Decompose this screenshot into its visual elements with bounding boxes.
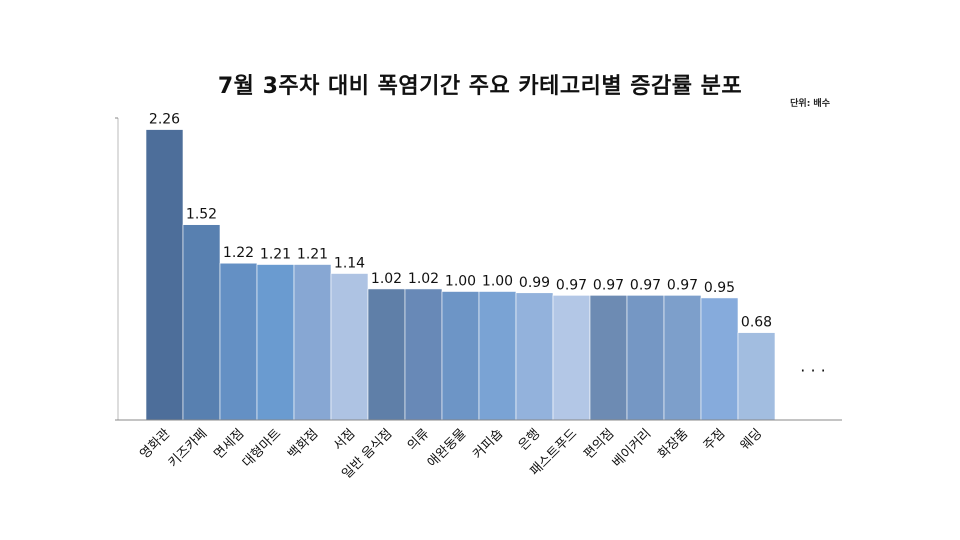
category-label-9: 커피숍 <box>470 426 506 462</box>
chart-title: 7월 3주차 대비 폭염기간 주요 카테고리별 증감률 분포 <box>217 74 743 99</box>
bar-5 <box>330 273 369 421</box>
bar-14 <box>663 295 702 421</box>
value-label-4: 1.21 <box>297 247 328 263</box>
category-label-5: 서점 <box>331 426 359 454</box>
value-label-15: 0.95 <box>704 280 735 296</box>
bar-7 <box>404 288 443 421</box>
value-label-7: 1.02 <box>408 271 439 287</box>
category-label-15: 주점 <box>701 426 729 454</box>
category-label-13: 베이커리 <box>610 426 654 470</box>
category-label-16: 웨딩 <box>738 426 766 454</box>
value-label-14: 0.97 <box>667 277 698 293</box>
value-label-6: 1.02 <box>371 271 402 287</box>
value-label-2: 1.22 <box>223 245 254 261</box>
bar-15 <box>700 297 739 421</box>
bar-8 <box>441 291 480 421</box>
bar-6 <box>367 288 406 421</box>
category-label-7: 의류 <box>405 426 433 454</box>
bar-10 <box>515 292 554 421</box>
ellipsis-more-indicator: · · · <box>800 361 825 380</box>
bar-1 <box>182 224 221 421</box>
bar-16 <box>737 332 776 421</box>
value-label-9: 1.00 <box>482 273 513 289</box>
bar-13 <box>626 295 665 421</box>
value-label-5: 1.14 <box>334 255 365 271</box>
bar-0 <box>145 129 184 421</box>
category-label-3: 대형마트 <box>240 426 284 470</box>
value-label-11: 0.97 <box>556 277 587 293</box>
category-label-14: 화장품 <box>655 426 691 462</box>
category-label-4: 백화점 <box>285 426 321 462</box>
category-label-8: 애완동물 <box>425 426 469 470</box>
value-label-13: 0.97 <box>630 277 661 293</box>
category-label-1: 키즈카페 <box>166 426 210 470</box>
bar-2 <box>219 262 258 421</box>
bar-9 <box>478 291 517 421</box>
value-labels-group: 2.26 1.52 1.22 1.21 1.21 1.14 1.02 1.02 1.00 1.00… <box>149 112 772 331</box>
value-label-10: 0.99 <box>519 275 550 291</box>
unit-label: 단위: 배수 <box>790 99 830 109</box>
bar-3 <box>256 264 295 421</box>
category-label-10: 은행 <box>515 426 543 454</box>
value-label-3: 1.21 <box>260 247 291 263</box>
value-label-0: 2.26 <box>149 112 180 128</box>
value-label-16: 0.68 <box>741 315 772 331</box>
value-label-12: 0.97 <box>593 277 624 293</box>
bar-4 <box>293 264 332 421</box>
bars-group <box>145 129 776 421</box>
bar-11 <box>552 295 591 421</box>
bar-12 <box>589 295 628 421</box>
value-label-8: 1.00 <box>445 273 476 289</box>
value-label-1: 1.52 <box>186 207 217 223</box>
